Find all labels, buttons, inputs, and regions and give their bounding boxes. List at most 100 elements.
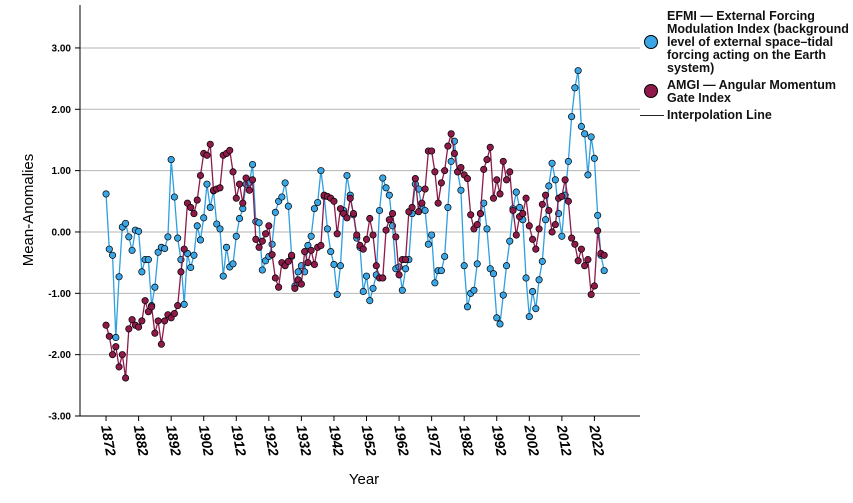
- data-point: [196, 236, 205, 244]
- data-point: [389, 210, 397, 218]
- series: [102, 130, 608, 382]
- data-point: [561, 176, 569, 184]
- x-tick-label: 1912: [228, 424, 249, 458]
- x-tick-label: 1902: [196, 424, 217, 458]
- data-point: [239, 199, 247, 207]
- data-point: [327, 248, 335, 256]
- data-point: [310, 260, 318, 269]
- data-point: [444, 142, 452, 150]
- data-point: [502, 176, 511, 184]
- legend-entry: Interpolation Line: [640, 109, 850, 122]
- data-point: [343, 214, 351, 222]
- data-point: [532, 245, 540, 253]
- data-point: [542, 191, 550, 199]
- x-tick-label: 1932: [293, 424, 314, 458]
- data-point: [206, 140, 214, 148]
- data-point: [584, 171, 592, 179]
- data-point: [174, 234, 182, 242]
- data-point: [180, 300, 188, 308]
- data-point: [437, 267, 445, 275]
- data-point: [470, 286, 478, 294]
- data-point: [128, 246, 136, 254]
- y-tick-label: -1.00: [48, 289, 71, 300]
- data-point: [529, 287, 537, 296]
- legend-label: AMGI — Angular Momentum Gate Index: [667, 78, 836, 105]
- data-point: [190, 251, 198, 259]
- data-point: [506, 168, 514, 176]
- data-point: [568, 234, 576, 242]
- data-point: [434, 199, 442, 207]
- y-tick-label: 1.00: [52, 166, 72, 177]
- data-point: [278, 193, 286, 201]
- data-point: [375, 206, 384, 215]
- data-point: [402, 265, 410, 273]
- data-point: [499, 291, 507, 299]
- x-tick-label: 1982: [456, 424, 477, 458]
- data-point: [362, 235, 371, 243]
- data-point: [245, 186, 253, 194]
- data-point: [258, 266, 266, 274]
- data-point: [463, 303, 471, 311]
- data-point: [542, 216, 550, 224]
- data-point: [203, 180, 211, 188]
- data-point: [128, 316, 136, 324]
- x-tick-label: 1872: [98, 424, 119, 458]
- data-point: [369, 284, 377, 292]
- data-point: [203, 151, 211, 159]
- y-tick-label: 3.00: [52, 43, 72, 54]
- data-point: [366, 297, 374, 305]
- data-point: [164, 233, 172, 241]
- x-tick-label: 2002: [521, 423, 542, 458]
- data-point: [522, 274, 530, 282]
- data-point: [489, 194, 498, 202]
- data-point: [489, 270, 498, 278]
- data-point: [402, 256, 410, 264]
- data-point: [336, 262, 345, 270]
- data-point: [304, 241, 312, 250]
- data-point: [496, 190, 504, 198]
- x-tick-label: 1992: [489, 424, 510, 458]
- data-point: [538, 200, 546, 208]
- data-point: [333, 230, 341, 238]
- data-point: [174, 302, 182, 310]
- data-point: [568, 113, 576, 121]
- data-point: [581, 262, 589, 270]
- data-point: [258, 237, 266, 245]
- data-point: [216, 184, 224, 192]
- data-point: [151, 329, 159, 337]
- data-point: [125, 233, 133, 241]
- data-point: [525, 222, 533, 230]
- data-point: [577, 245, 585, 253]
- data-point: [385, 191, 393, 199]
- y-tick-label: -3.00: [48, 412, 71, 423]
- data-point: [226, 146, 234, 154]
- data-point: [473, 260, 481, 268]
- data-point: [122, 374, 130, 382]
- data-point: [232, 194, 240, 202]
- data-point: [242, 174, 250, 182]
- data-point: [323, 225, 331, 233]
- data-point: [441, 167, 449, 175]
- x-tick-label: 1952: [359, 424, 380, 458]
- data-point: [385, 216, 393, 224]
- data-point: [431, 168, 439, 176]
- data-point: [408, 203, 416, 211]
- data-point: [594, 227, 602, 235]
- data-point: [336, 205, 345, 213]
- data-point: [522, 194, 530, 202]
- data-point: [415, 208, 423, 216]
- legend-marker: [644, 84, 658, 98]
- data-point: [268, 240, 276, 248]
- data-point: [473, 221, 481, 229]
- data-point: [281, 179, 289, 187]
- y-axis-title: Mean-Anomalies: [20, 154, 37, 267]
- data-point: [359, 245, 367, 253]
- data-point: [284, 202, 292, 210]
- data-point: [594, 211, 602, 219]
- data-point: [330, 197, 338, 205]
- data-point: [122, 219, 130, 227]
- x-tick-label: 1882: [131, 424, 152, 458]
- data-point: [418, 199, 426, 207]
- data-point: [486, 143, 494, 151]
